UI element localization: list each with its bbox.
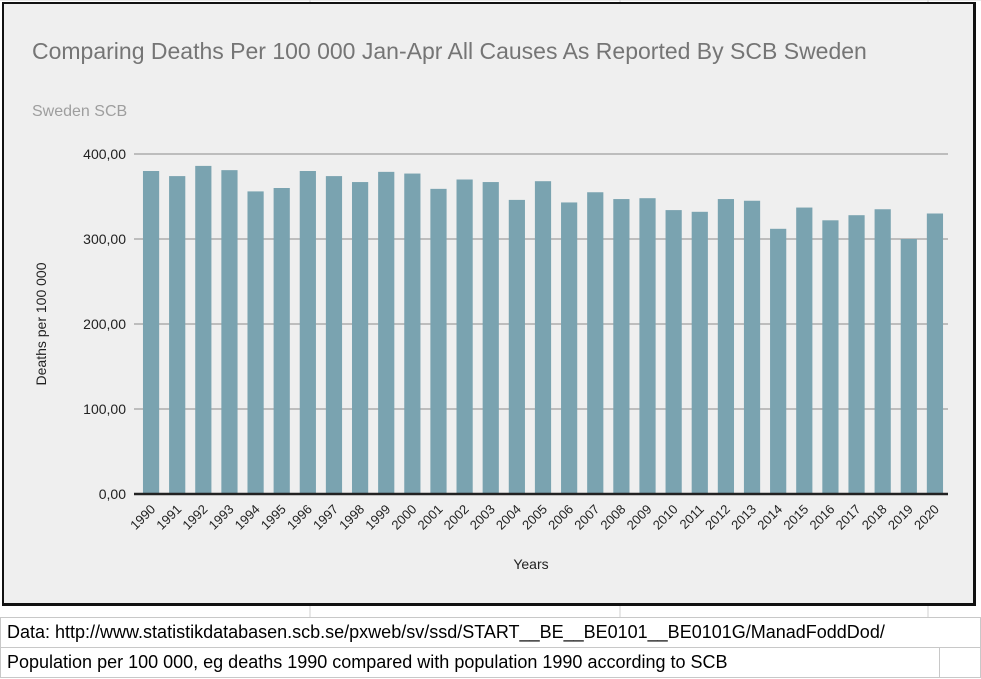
- y-tick-label: 400,00: [83, 146, 126, 162]
- bar-2006[interactable]: [561, 202, 578, 494]
- x-tick-label: 2009: [624, 502, 655, 533]
- x-tick-label: 2011: [677, 502, 707, 532]
- x-tick-label: 2002: [441, 502, 472, 533]
- x-tick-label: 2014: [754, 502, 785, 533]
- y-tick-label: 100,00: [83, 401, 126, 417]
- bar-1995[interactable]: [273, 188, 290, 494]
- bar-1996[interactable]: [299, 171, 316, 494]
- x-tick-label: 1992: [179, 502, 210, 533]
- y-axis-label: Deaths per 100 000: [33, 262, 49, 385]
- y-tick-label: 200,00: [83, 316, 126, 332]
- x-tick-label: 2019: [885, 502, 916, 533]
- bar-2010[interactable]: [665, 210, 682, 494]
- bar-chart-plot: 0,00 100,00 200,00 300,00 400,00 199019911992…: [33, 146, 948, 572]
- x-tick-label: 1997: [310, 502, 341, 533]
- bar-2013[interactable]: [743, 200, 761, 494]
- bar-2020[interactable]: [926, 213, 944, 495]
- bar-1994[interactable]: [247, 191, 264, 494]
- x-tick-label: 2004: [493, 502, 524, 533]
- x-tick-label: 2016: [806, 502, 837, 533]
- bar-2002[interactable]: [456, 179, 473, 495]
- bar-2003[interactable]: [482, 182, 499, 495]
- bar-2005[interactable]: [534, 181, 552, 494]
- x-tick-label: 1994: [232, 502, 263, 533]
- chart-subtitle: Sweden SCB: [32, 103, 128, 120]
- bar-2008[interactable]: [613, 199, 630, 495]
- bar-2019[interactable]: [900, 239, 917, 494]
- bar-1991[interactable]: [169, 176, 186, 494]
- bar-2012[interactable]: [717, 199, 735, 495]
- x-tick-label: 2000: [388, 502, 419, 533]
- bar-2009[interactable]: [639, 198, 656, 494]
- bar-2015[interactable]: [796, 207, 813, 495]
- bar-2014[interactable]: [770, 228, 787, 495]
- bar-1990[interactable]: [142, 171, 160, 494]
- x-axis-label: Years: [513, 556, 548, 572]
- x-tick-label: 1999: [362, 502, 393, 533]
- bar-2016[interactable]: [822, 220, 839, 495]
- x-tick-label: 2008: [597, 502, 628, 533]
- x-tick-label: 1998: [336, 502, 367, 533]
- x-tick-label: 1993: [206, 502, 237, 533]
- x-tick-label: 2013: [728, 502, 759, 533]
- x-tick-label: 2015: [780, 502, 811, 533]
- y-tick-label: 0,00: [99, 486, 126, 502]
- data-source-note[interactable]: Data: http://www.statistikdatabasen.scb.…: [0, 617, 981, 648]
- x-tick-label: 1995: [258, 502, 289, 533]
- table-row: Data: http://www.statistikdatabasen.scb.…: [0, 617, 981, 648]
- table-row: Population per 100 000, eg deaths 1990 c…: [0, 647, 981, 678]
- x-tick-label: 2017: [833, 502, 864, 533]
- x-tick-label: 2012: [702, 502, 733, 533]
- x-tick-label: 2001: [415, 502, 446, 533]
- bar-1993[interactable]: [221, 170, 238, 494]
- bar-2000[interactable]: [404, 173, 421, 495]
- bar-2007[interactable]: [587, 192, 604, 494]
- x-tick-label: 2006: [545, 502, 576, 533]
- x-tick-label: 1990: [127, 502, 158, 533]
- chart-container[interactable]: Comparing Deaths Per 100 000 Jan-Apr All…: [2, 2, 976, 606]
- empty-cell[interactable]: [939, 647, 981, 678]
- bar-2017[interactable]: [848, 215, 865, 494]
- x-tick-label: 2003: [467, 502, 498, 533]
- x-tick-label: 2010: [650, 502, 681, 533]
- bar-1992[interactable]: [195, 165, 212, 494]
- x-tick-label: 2005: [519, 502, 550, 533]
- population-note[interactable]: Population per 100 000, eg deaths 1990 c…: [0, 647, 940, 678]
- bar-1999[interactable]: [378, 171, 395, 494]
- x-tick-label: 1991: [153, 502, 184, 533]
- bar-1997[interactable]: [325, 176, 343, 494]
- x-tick-label: 1996: [284, 502, 315, 533]
- x-tick-label: 2007: [571, 502, 602, 533]
- y-tick-label: 300,00: [83, 231, 126, 247]
- notes-table: Data: http://www.statistikdatabasen.scb.…: [0, 617, 981, 678]
- bar-1998[interactable]: [351, 182, 369, 495]
- bar-2011[interactable]: [691, 211, 708, 495]
- x-tick-label: 2018: [859, 502, 890, 533]
- bar-2001[interactable]: [430, 188, 447, 494]
- chart-title: Comparing Deaths Per 100 000 Jan-Apr All…: [32, 38, 867, 64]
- bar-2018[interactable]: [874, 209, 891, 494]
- x-tick-label: 2020: [911, 502, 942, 533]
- bar-2004[interactable]: [508, 199, 525, 494]
